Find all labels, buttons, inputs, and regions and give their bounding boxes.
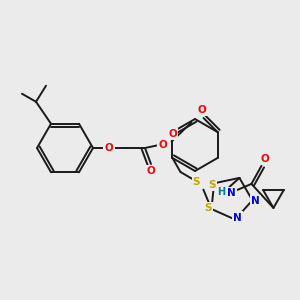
Text: O: O bbox=[105, 143, 113, 153]
Text: O: O bbox=[260, 154, 269, 164]
Text: S: S bbox=[208, 180, 216, 190]
Text: N: N bbox=[251, 196, 260, 206]
Text: O: O bbox=[159, 140, 167, 150]
Text: O: O bbox=[197, 105, 206, 115]
Text: S: S bbox=[205, 203, 212, 213]
Text: N: N bbox=[233, 212, 242, 223]
Text: S: S bbox=[193, 177, 200, 187]
Text: O: O bbox=[147, 166, 155, 176]
Text: H: H bbox=[218, 187, 226, 197]
Text: O: O bbox=[168, 129, 177, 139]
Text: N: N bbox=[227, 188, 236, 198]
